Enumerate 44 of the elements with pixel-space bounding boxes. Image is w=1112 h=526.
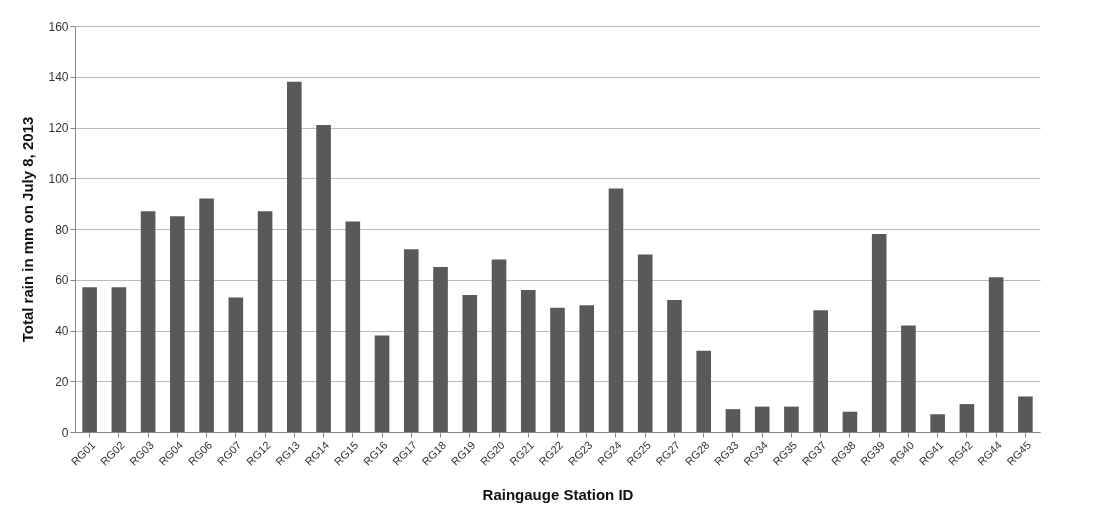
bar [901,325,916,432]
bar [608,188,624,432]
bar [228,297,244,432]
bar [374,335,390,432]
bar [520,289,536,432]
bar [111,287,127,432]
y-tick-label: 120 [48,121,69,135]
bar [433,267,448,432]
y-tick-label: 40 [55,324,69,338]
bar [579,305,595,432]
y-tick-label: 60 [55,273,69,288]
bar [784,406,799,432]
bar [287,81,302,432]
bar [170,216,185,432]
bar [725,409,741,432]
bar [637,254,653,432]
bar [491,259,507,432]
y-tick-label: 0 [61,425,69,440]
bar [1018,396,1033,432]
bar [667,300,682,432]
x-axis-title: Raingauge Station ID [482,485,634,503]
bar [462,294,478,432]
bar [316,124,331,432]
bar [959,404,975,432]
bar [842,411,858,432]
bar [871,234,887,432]
bar [930,414,945,432]
bar [754,406,770,432]
y-tick-label: 160 [48,19,69,34]
bar [696,350,712,432]
y-axis-title: Total rain in mm on July 8, 2013 [19,116,37,343]
bar [988,277,1004,432]
bar [140,211,156,432]
bar [403,249,419,432]
bar [813,310,828,432]
y-tick-label: 20 [55,374,69,389]
bar [199,198,214,432]
y-tick-label: 100 [48,171,69,186]
bar [550,307,565,432]
bar [82,287,97,432]
bar [345,221,361,432]
y-tick-label: 140 [48,70,69,85]
bar [257,211,273,432]
y-tick-label: 80 [55,222,69,237]
